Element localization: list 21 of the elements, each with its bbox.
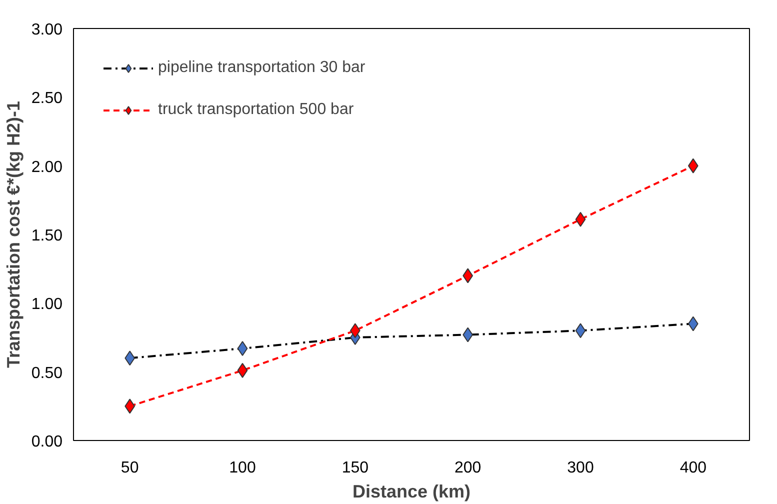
x-tick-label: 100 bbox=[229, 460, 256, 476]
x-tick-label: 400 bbox=[680, 460, 707, 476]
point bbox=[575, 212, 586, 227]
x-tick-label: 300 bbox=[567, 460, 594, 476]
x-tick-label: 150 bbox=[342, 460, 369, 476]
y-tick-label: 3.00 bbox=[31, 22, 63, 38]
y-tick-label: 0.50 bbox=[31, 364, 63, 382]
point bbox=[237, 362, 248, 378]
y-tick-label: 2.50 bbox=[31, 90, 63, 108]
y-tick-label: 1.50 bbox=[31, 228, 63, 244]
legend-label: truck transportation 500 bar bbox=[158, 101, 354, 119]
y-tick-label: 0.00 bbox=[31, 434, 63, 450]
y-tick-label: 2.00 bbox=[31, 158, 63, 176]
legend-label: pipeline transportation 30 bar bbox=[158, 59, 366, 77]
x-axis-title: Distance (km) bbox=[352, 482, 471, 502]
x-tick-label: 200 bbox=[454, 460, 482, 476]
point bbox=[575, 323, 586, 338]
x-tick-label: 50 bbox=[120, 460, 139, 476]
point bbox=[237, 340, 248, 356]
y-axis-title: Transportation cost €*(kg H2)-1 bbox=[3, 100, 24, 368]
y-tick-label: 1.00 bbox=[31, 296, 63, 314]
